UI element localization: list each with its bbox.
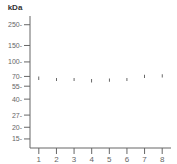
svg-text:15-: 15- — [12, 135, 23, 142]
svg-text:1: 1 — [37, 155, 42, 164]
svg-text:150-: 150- — [8, 42, 23, 49]
svg-text:250-: 250- — [8, 21, 23, 28]
svg-text:5: 5 — [107, 155, 112, 164]
svg-text:8: 8 — [160, 155, 165, 164]
svg-text:7: 7 — [142, 155, 147, 164]
svg-text:27-: 27- — [12, 112, 23, 119]
svg-text:kDa: kDa — [8, 3, 23, 12]
svg-text:100-: 100- — [8, 58, 23, 65]
svg-text:55-: 55- — [12, 83, 23, 90]
svg-text:70-: 70- — [12, 73, 23, 80]
svg-text:6: 6 — [125, 155, 130, 164]
svg-text:3: 3 — [72, 155, 77, 164]
svg-text:20-: 20- — [12, 124, 23, 131]
svg-text:2: 2 — [54, 155, 59, 164]
svg-text:4: 4 — [89, 155, 94, 164]
svg-text:40-: 40- — [12, 96, 23, 103]
